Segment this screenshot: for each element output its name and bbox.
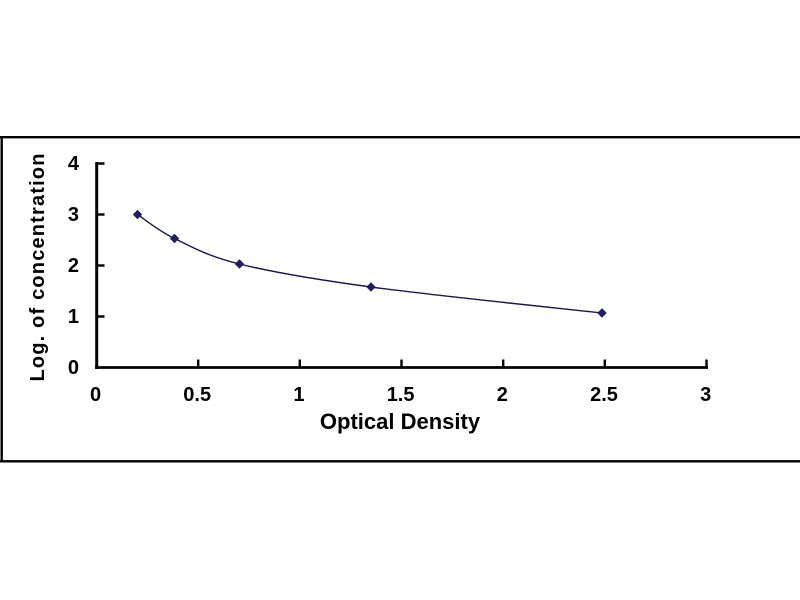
svg-text:2: 2	[497, 384, 508, 406]
svg-text:Log. of concentration: Log. of concentration	[27, 154, 49, 382]
svg-text:Optical Density: Optical Density	[320, 409, 481, 434]
svg-text:2.5: 2.5	[590, 384, 618, 406]
svg-text:1: 1	[68, 306, 79, 328]
svg-text:0: 0	[68, 357, 79, 379]
svg-text:3: 3	[68, 204, 79, 226]
svg-text:2: 2	[68, 255, 79, 277]
svg-text:4: 4	[68, 153, 80, 175]
svg-text:0.5: 0.5	[183, 384, 211, 406]
svg-text:1.5: 1.5	[387, 384, 415, 406]
svg-text:0: 0	[90, 384, 101, 406]
svg-text:1: 1	[293, 384, 304, 406]
svg-text:3: 3	[700, 384, 711, 406]
